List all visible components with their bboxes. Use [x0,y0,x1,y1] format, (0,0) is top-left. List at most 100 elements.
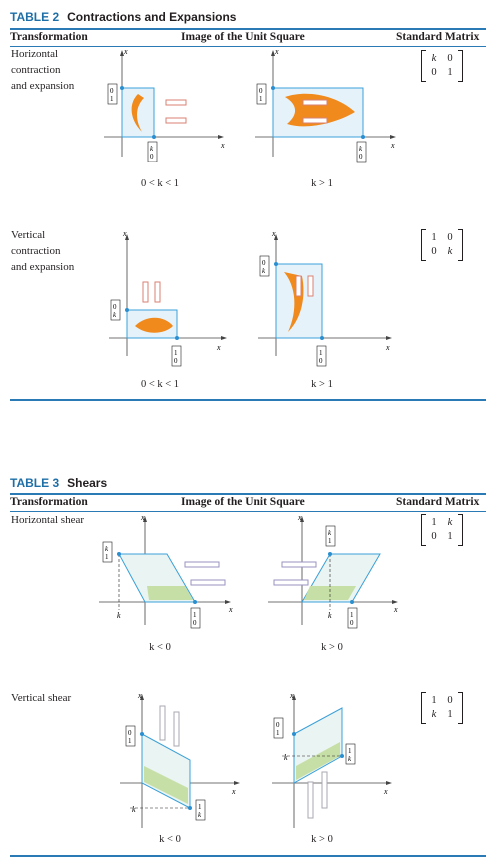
grass-image [296,742,340,780]
row-vertical-shear-label: Vertical shear [11,692,72,704]
fish-image [135,317,173,333]
arrow-right-purple [273,579,309,586]
x2-label: x [297,513,302,522]
vector-entry: k [262,267,266,275]
standard-matrix-horizontal-shear: 1 k 0 1 [421,514,463,546]
grass-image [304,586,356,600]
k-tick-label: k [284,753,288,762]
matrix-cell: 0 [431,246,437,257]
vector-1-k [195,799,206,821]
caption-v-shear-negative: k < 0 [159,834,181,845]
x-axis-arrow [386,781,392,785]
vector-entry: 0 [150,153,154,161]
y-axis-arrow [120,50,124,56]
vector-entry: 0 [128,729,132,737]
caption-h-shear-negative: k < 0 [149,642,171,653]
x2-label: x [140,513,145,522]
vector-0-k [259,255,270,277]
arrow-left-purple [184,561,220,568]
label-line: Vertical [11,229,46,241]
arrow-down-gray [159,705,166,741]
figure-horizontal-expansion: x x 0 1 k 0 [255,47,396,163]
vector-entry: 0 [276,721,280,729]
x-axis-arrow [218,135,224,139]
corner-point [120,86,124,90]
vector-1-0 [347,607,358,629]
x1-label: x [231,787,236,796]
grass-image [147,586,193,600]
vector-0-1 [125,725,136,747]
vector-0-1 [107,83,118,105]
figure-vertical-shear-positive: x x k 0 1 1 k [272,691,392,828]
vector-entry: 0 [319,357,323,365]
corner-point [152,135,156,139]
vector-1-0 [316,345,327,367]
x-axis-arrow [390,135,396,139]
matrix-bracket-right [458,692,463,724]
caption-v-expansion: k > 1 [311,379,333,390]
corner-point [328,552,332,556]
table-3-header-matrix: Standard Matrix [396,496,480,508]
label-line: Horizontal [11,48,59,60]
arrow-left-red [165,99,187,106]
fish-image [131,94,144,132]
matrix-bracket-left [421,514,426,546]
vector-entry: 1 [350,611,354,619]
row-horizontal-shear-label: Horizontal shear [11,514,84,526]
vector-entry: 0 [359,153,363,161]
x2-label: x [289,691,294,700]
matrix-bracket-left [421,229,426,261]
table-2-number: TABLE 2 [10,10,60,24]
corner-point [274,262,278,266]
matrix-cell: 1 [431,232,437,243]
label-line: contraction [11,64,61,76]
x1-label: x [390,141,395,150]
row-vertical-contraction-label: Vertical contraction and expansion [11,227,74,275]
vector-entry: 1 [105,553,109,561]
arrow-left-purple [190,579,226,586]
vector-entry: 1 [319,349,323,357]
table-3-header-image: Image of the Unit Square [181,496,305,508]
corner-point [175,336,179,340]
vector-entry: 1 [174,349,178,357]
matrix-cell: 0 [447,695,453,706]
corner-point [350,600,354,604]
x1-label: x [216,343,221,352]
vector-entry: k [359,145,363,153]
table-2-header-rule [10,46,486,47]
y-axis-arrow [300,516,304,522]
figure-vertical-contraction: x x 0 k 1 0 [109,229,227,367]
arrow-up-red [307,275,314,297]
table-3-title: TABLE 3 Shears [10,476,107,490]
y-axis-arrow [271,50,275,56]
y-axis-arrow [143,516,147,522]
matrix-cell: 1 [447,67,453,78]
standard-matrix-vertical: 1 0 0 k [421,229,463,261]
x-axis-arrow [234,781,240,785]
vector-entry: 1 [276,729,280,737]
vector-k-0 [147,141,158,162]
corner-point [188,806,192,810]
y-axis-arrow [140,694,144,700]
vector-1-0 [190,607,201,629]
vector-entry: 0 [174,357,178,365]
table-3-number: TABLE 3 [10,476,60,490]
arrow-left-red [165,117,187,124]
matrix-cell: 0 [431,531,437,542]
matrix-cell: 1 [447,709,453,720]
vector-entry: 1 [110,95,114,103]
matrix-bracket-right [458,50,463,82]
figure-horizontal-contraction: x x 0 1 k 0 [104,47,225,162]
corner-point [140,732,144,736]
x2-label: x [137,691,142,700]
corner-point [292,732,296,736]
corner-point [320,336,324,340]
row-horizontal-contraction-label: Horizontal contraction and expansion [11,46,74,94]
caption-v-contraction: 0 < k < 1 [140,379,180,390]
matrix-cell: k [431,709,437,720]
k-tick-label: k [117,611,121,620]
label-line: and expansion [11,261,75,273]
corner-point [117,552,121,556]
matrix-cell: 0 [447,53,453,64]
y-axis-arrow [292,694,296,700]
